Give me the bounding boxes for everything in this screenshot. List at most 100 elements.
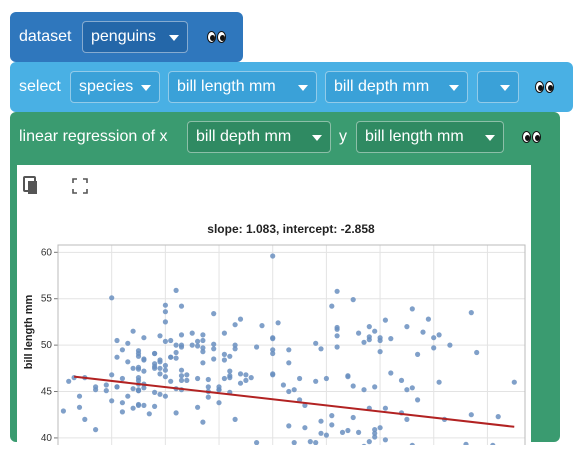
fullscreen-icon[interactable] [72, 178, 88, 194]
data-point [291, 387, 297, 393]
data-point [162, 393, 168, 399]
data-point [114, 337, 120, 344]
data-point [339, 429, 346, 435]
data-point [162, 362, 168, 369]
copy-icon[interactable] [23, 176, 37, 194]
data-point [135, 366, 142, 372]
select-column-dropdown-1[interactable]: species [70, 71, 160, 103]
regression-y-dropdown[interactable]: bill length mm [356, 121, 504, 153]
data-point [114, 384, 120, 390]
data-point [195, 404, 201, 410]
eyes-icon[interactable] [522, 131, 541, 143]
data-point [130, 405, 136, 411]
data-point [248, 375, 254, 381]
data-point [76, 404, 83, 410]
data-point [463, 441, 469, 447]
data-point [495, 414, 501, 420]
data-point [141, 335, 147, 341]
eyes-icon[interactable] [535, 81, 554, 93]
data-point [318, 418, 324, 424]
y-tick-label: 55 [41, 294, 53, 305]
chevron-down-icon [485, 135, 495, 141]
data-point [243, 377, 249, 383]
data-point [377, 349, 383, 355]
data-point [382, 405, 388, 411]
data-point [211, 311, 217, 317]
data-point [195, 338, 201, 344]
data-point [302, 425, 308, 431]
data-point [313, 378, 319, 384]
data-point [130, 365, 136, 371]
data-point [372, 328, 378, 334]
data-point [189, 342, 195, 348]
data-point [361, 443, 367, 449]
data-point [162, 338, 168, 344]
data-point [404, 387, 410, 393]
data-point [409, 385, 415, 391]
data-point [157, 391, 163, 397]
y-tick-label: 40 [41, 433, 53, 444]
data-point [436, 379, 442, 385]
data-point [232, 346, 238, 352]
data-point [152, 350, 158, 357]
plot-area: 40 45 50 55 60 [41, 244, 526, 450]
data-point [93, 387, 99, 393]
data-point [286, 388, 292, 395]
select-column-value-2: bill length mm [177, 78, 276, 95]
data-point [146, 411, 152, 417]
data-point [361, 339, 367, 345]
data-point [157, 333, 163, 339]
data-point [152, 365, 158, 371]
data-point [221, 330, 227, 336]
regression-x-dropdown[interactable]: bill depth mm [187, 121, 331, 153]
select-block[interactable]: select species bill length mm bill depth… [10, 62, 573, 112]
data-point [237, 371, 244, 377]
data-point [162, 374, 168, 380]
chevron-down-icon [169, 35, 179, 41]
data-point [474, 349, 480, 356]
y-tick-label: 50 [41, 340, 53, 351]
data-point [109, 398, 115, 404]
data-point [119, 347, 125, 353]
select-column-dropdown-2[interactable]: bill length mm [168, 71, 317, 103]
data-point [345, 374, 351, 380]
data-point [436, 332, 442, 338]
data-point [237, 316, 244, 322]
dataset-dropdown[interactable]: penguins [82, 21, 188, 53]
data-point [377, 425, 383, 431]
data-point [178, 367, 185, 373]
data-point [221, 351, 227, 357]
regression-y-value: bill length mm [365, 128, 464, 145]
data-point [227, 368, 233, 374]
regression-label: linear regression of x [19, 128, 168, 145]
select-label: select [19, 78, 61, 95]
data-point [270, 350, 276, 357]
data-point [189, 330, 195, 336]
data-point [415, 351, 421, 357]
eyes-icon[interactable] [207, 31, 226, 43]
data-point [200, 349, 206, 355]
select-column-value-1: species [79, 78, 134, 95]
data-point [141, 368, 147, 374]
data-point [232, 322, 238, 328]
data-point [313, 340, 319, 346]
data-point [195, 375, 201, 382]
data-point [468, 412, 474, 418]
chevron-down-icon [141, 85, 151, 91]
select-column-dropdown-4[interactable] [477, 71, 519, 103]
data-point [350, 414, 356, 421]
data-point [125, 393, 131, 399]
data-point [130, 386, 136, 392]
data-point [135, 348, 142, 354]
data-point [103, 388, 109, 394]
select-column-dropdown-3[interactable]: bill depth mm [325, 71, 468, 103]
data-point [286, 360, 292, 366]
data-point [109, 295, 115, 301]
dataset-block[interactable]: dataset penguins [10, 12, 243, 62]
data-point [152, 389, 158, 395]
output-svg: slope: 1.083, intercept: -2.858 bill len… [23, 176, 526, 450]
data-point [243, 372, 249, 378]
data-point [404, 416, 410, 422]
data-point [173, 342, 179, 348]
data-point [119, 409, 125, 415]
